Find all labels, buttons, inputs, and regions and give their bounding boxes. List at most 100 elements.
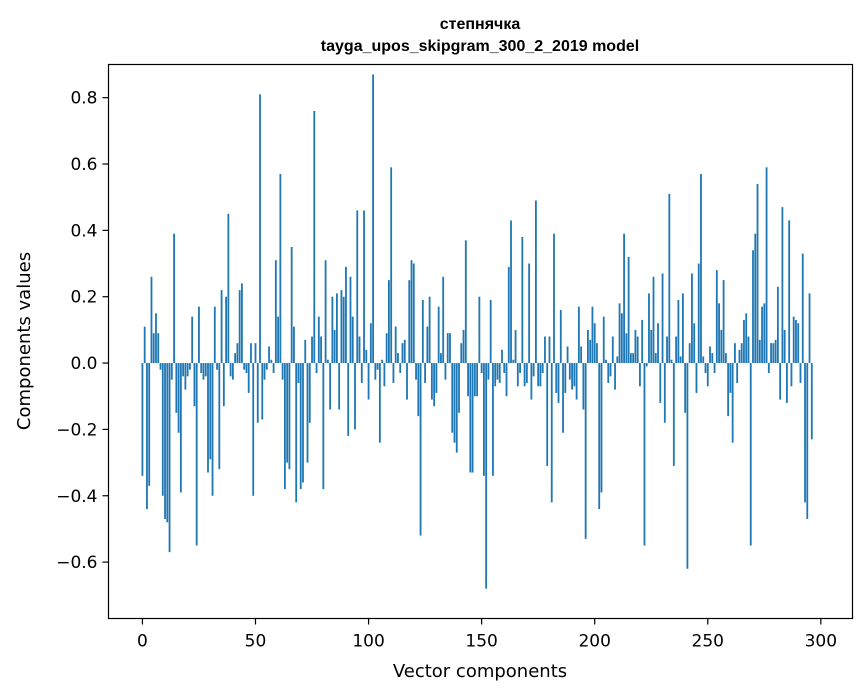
bar <box>700 173 702 364</box>
bar <box>636 336 639 364</box>
bar <box>342 296 345 364</box>
bar <box>571 363 573 390</box>
bar <box>722 280 725 364</box>
x-tick-label: 200 <box>578 632 610 652</box>
bar <box>449 333 451 364</box>
bar <box>189 363 191 370</box>
bar <box>634 329 637 364</box>
bar <box>177 363 180 433</box>
bar <box>492 363 494 476</box>
bar <box>801 253 804 364</box>
bar <box>444 363 447 380</box>
bar <box>568 363 571 380</box>
x-tick-label: 300 <box>805 632 837 652</box>
bar <box>781 207 784 364</box>
bar <box>186 363 189 377</box>
x-tick-label: 100 <box>352 632 384 652</box>
plot-frame <box>107 63 854 620</box>
bar <box>657 323 659 364</box>
bar <box>550 363 553 503</box>
bar <box>152 333 155 364</box>
bar <box>209 363 212 460</box>
bar <box>525 363 528 383</box>
bar <box>229 363 232 377</box>
bar <box>408 280 411 364</box>
bar <box>776 286 779 364</box>
bar <box>487 363 490 380</box>
bar <box>559 309 562 364</box>
bar <box>311 336 313 364</box>
bar <box>306 363 309 463</box>
bar <box>293 326 295 364</box>
bar <box>340 290 343 364</box>
bar <box>695 363 698 393</box>
bar <box>514 329 517 364</box>
bar <box>304 339 307 364</box>
bar <box>602 316 605 364</box>
bar <box>715 270 718 364</box>
bar <box>532 363 535 377</box>
bar <box>535 200 537 364</box>
bar <box>516 363 519 387</box>
bar <box>155 313 157 364</box>
bar <box>645 363 648 367</box>
bar <box>652 276 655 364</box>
bar <box>580 346 583 364</box>
bar <box>437 306 440 364</box>
bar <box>433 363 436 407</box>
bar <box>641 319 644 364</box>
bar <box>170 363 173 380</box>
bar <box>482 363 485 476</box>
bar <box>476 363 479 397</box>
bar <box>168 363 171 553</box>
bar <box>390 167 393 364</box>
bar <box>774 339 777 364</box>
bar <box>324 260 327 364</box>
bar <box>369 323 372 364</box>
y-tick-label: 0.6 <box>70 155 97 175</box>
bar <box>143 326 146 364</box>
bar <box>489 300 492 364</box>
y-tick-label: 0.2 <box>70 288 97 308</box>
y-tick-label: −0.4 <box>56 487 97 507</box>
bar <box>519 363 521 374</box>
bar <box>412 263 415 364</box>
bar <box>211 363 214 496</box>
bar <box>587 329 589 364</box>
bar <box>593 323 596 364</box>
bar <box>263 363 266 380</box>
bar <box>259 94 261 364</box>
bar <box>618 303 621 364</box>
bar <box>320 336 322 364</box>
bar <box>799 363 802 383</box>
bar <box>738 349 741 364</box>
bar <box>261 363 264 420</box>
bar <box>146 363 148 510</box>
bar <box>704 363 707 374</box>
bar <box>385 333 388 364</box>
bar <box>440 353 442 364</box>
bar <box>688 343 691 364</box>
bar <box>198 306 200 364</box>
y-axis: −0.6 −0.4 −0.2 0.0 0.2 0.4 0.6 0.8 <box>56 89 109 573</box>
bar <box>677 300 680 364</box>
bar <box>779 363 782 400</box>
bar <box>376 363 379 370</box>
bar <box>672 363 675 466</box>
bar <box>666 336 668 364</box>
bar <box>458 363 460 413</box>
bar <box>521 237 524 364</box>
bar <box>333 329 336 364</box>
bar <box>191 316 194 364</box>
bar <box>460 343 463 364</box>
bar <box>317 316 320 364</box>
bar <box>804 363 806 503</box>
bar <box>175 363 178 413</box>
bar <box>582 363 585 410</box>
bar <box>650 329 653 364</box>
bar <box>566 346 569 364</box>
chart-title: степнячка <box>440 16 521 33</box>
bar <box>754 233 757 364</box>
bar <box>265 363 268 370</box>
bar <box>200 363 203 374</box>
